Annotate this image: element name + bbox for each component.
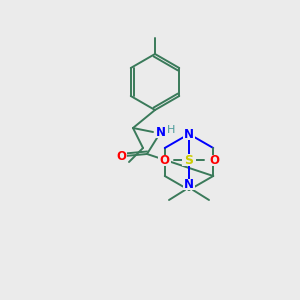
Bar <box>183 128 195 140</box>
Bar <box>182 154 196 166</box>
Text: O: O <box>159 154 169 166</box>
Bar <box>208 154 220 166</box>
Text: O: O <box>116 149 126 163</box>
Text: O: O <box>209 154 219 166</box>
Text: S: S <box>184 154 194 166</box>
Text: H: H <box>167 125 175 135</box>
Bar <box>115 151 127 161</box>
Bar <box>183 178 195 190</box>
Text: N: N <box>184 128 194 140</box>
Bar <box>158 154 170 166</box>
Text: N: N <box>156 125 166 139</box>
Text: N: N <box>184 178 194 190</box>
Bar <box>154 127 168 137</box>
